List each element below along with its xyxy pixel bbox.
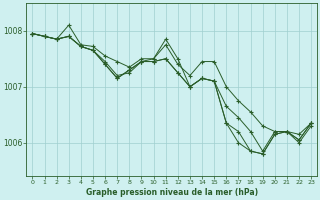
X-axis label: Graphe pression niveau de la mer (hPa): Graphe pression niveau de la mer (hPa) (86, 188, 258, 197)
